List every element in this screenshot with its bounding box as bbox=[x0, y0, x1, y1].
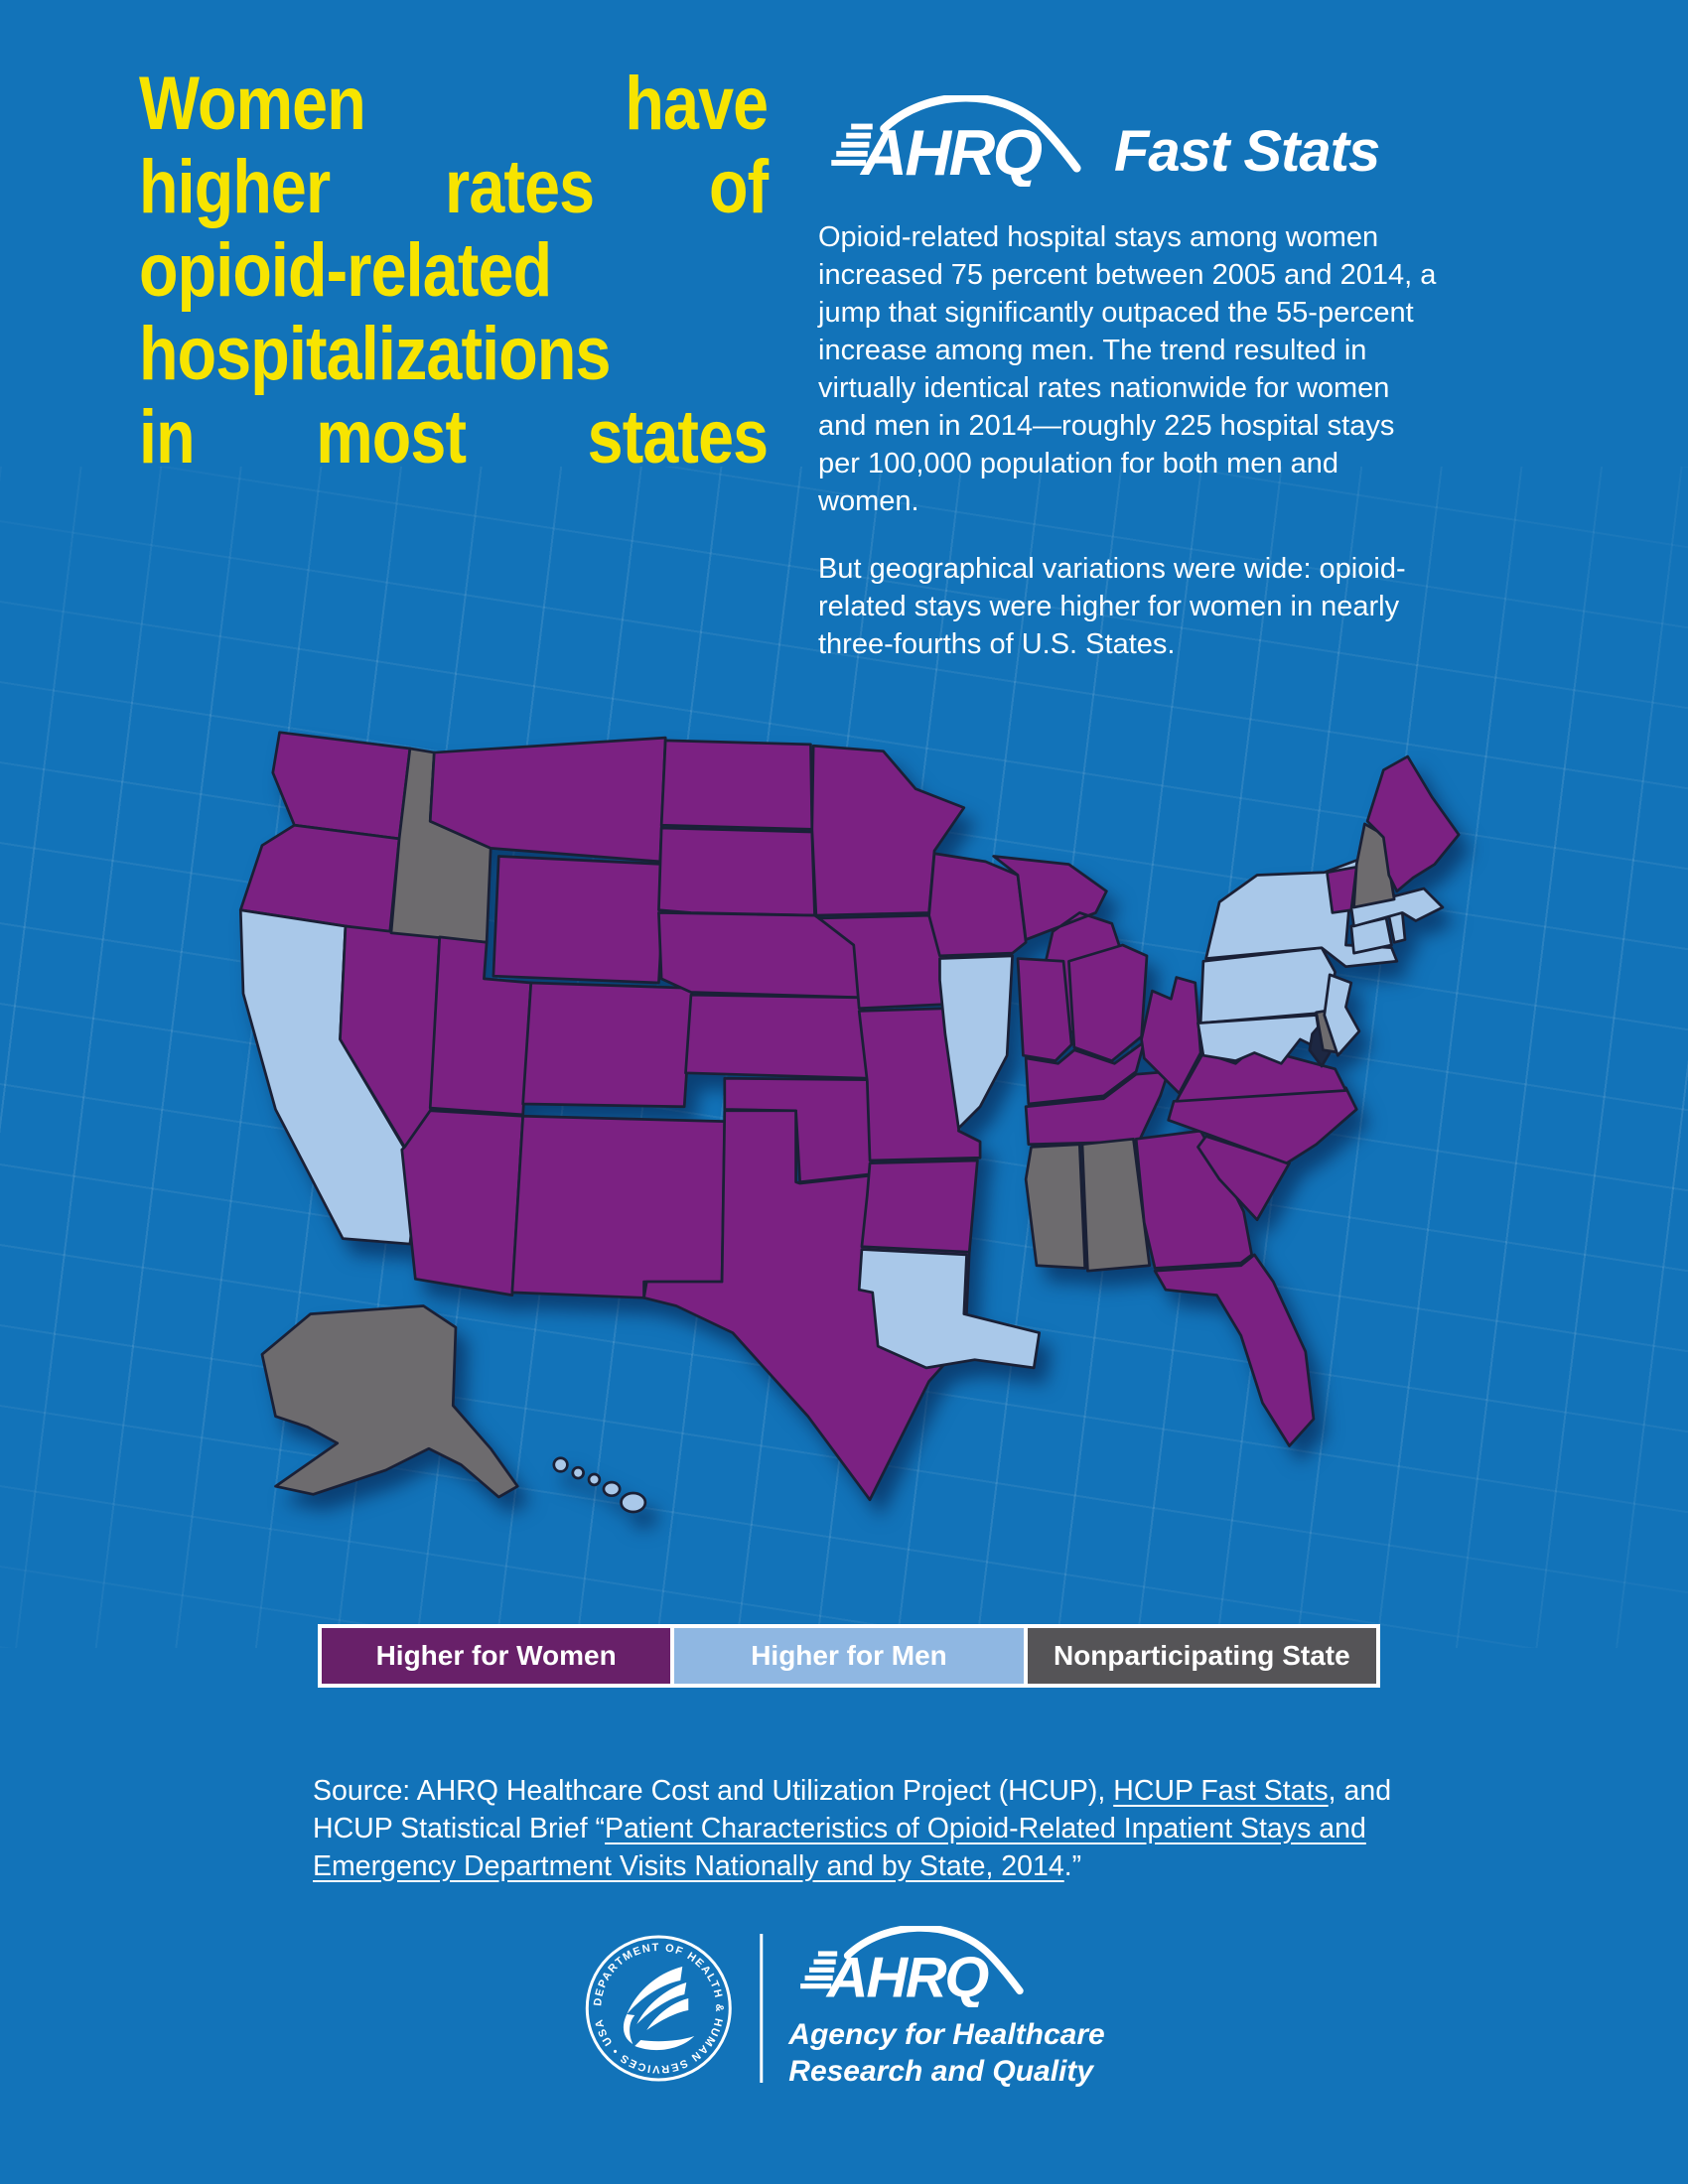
state-AZ bbox=[400, 1109, 525, 1297]
hhs-seal-text: DEPARTMENT OF HEALTH & HUMAN SERVICES • … bbox=[592, 1941, 724, 2074]
legend-label: Higher for Women bbox=[375, 1640, 617, 1671]
state-AL bbox=[1080, 1137, 1152, 1273]
source-segment: Source: AHRQ Healthcare Cost and Utiliza… bbox=[313, 1774, 1114, 1807]
footer-logo-arc bbox=[843, 1924, 1024, 1995]
state-NM bbox=[510, 1114, 727, 1299]
state-NJ bbox=[1323, 973, 1361, 1057]
headline-line: in most states bbox=[139, 394, 769, 479]
legend-item-nonparticipating: Nonparticipating State bbox=[1027, 1628, 1376, 1684]
hhs-seal-icon: DEPARTMENT OF HEALTH & HUMAN SERVICES • … bbox=[585, 1935, 732, 2081]
state-FL bbox=[1153, 1253, 1316, 1447]
source-segment: .” bbox=[1063, 1849, 1082, 1882]
us-choropleth-map bbox=[238, 731, 1461, 1514]
map-legend: Higher for Women Higher for Men Nonparti… bbox=[318, 1624, 1380, 1688]
state-HI bbox=[552, 1456, 647, 1514]
footer: DEPARTMENT OF HEALTH & HUMAN SERVICES • … bbox=[583, 1924, 1105, 2090]
source-link[interactable]: HCUP Fast Stats bbox=[1113, 1774, 1329, 1807]
state-IL bbox=[938, 954, 1014, 1130]
fast-stats-label: Fast Stats bbox=[1114, 119, 1380, 184]
svg-text:DEPARTMENT OF HEALTH & HUMAN S: DEPARTMENT OF HEALTH & HUMAN SERVICES • … bbox=[592, 1941, 725, 2074]
source-segment: , and HCUP Statistical Brief “ bbox=[313, 1774, 1392, 1844]
legend-item-higher-for-men: Higher for Men bbox=[674, 1628, 1024, 1684]
headline-line: Women have bbox=[139, 61, 769, 146]
ahrq-footer-logo-icon: AHRQ bbox=[800, 1924, 1024, 2009]
legend-label: Nonparticipating State bbox=[1053, 1640, 1350, 1671]
state-PA bbox=[1198, 946, 1336, 1025]
agency-name-line1: Agency for Healthcare bbox=[788, 2018, 1105, 2051]
headline-line: opioid-related bbox=[139, 227, 552, 313]
footer-brand-block: AHRQ Agency for Healthcare Research and … bbox=[788, 1924, 1105, 2090]
hhs-eagle-icon bbox=[623, 1966, 695, 2050]
source-text: Source: AHRQ Healthcare Cost and Utiliza… bbox=[313, 1772, 1400, 1885]
state-MN bbox=[810, 744, 966, 917]
legend-label: Higher for Men bbox=[751, 1640, 947, 1671]
intro-column: AHRQ Fast Stats Opioid-related hospital … bbox=[818, 83, 1444, 663]
state-WI bbox=[927, 852, 1028, 958]
state-OH bbox=[1067, 943, 1149, 1062]
state-NC bbox=[1167, 1086, 1358, 1165]
agency-name-line2: Research and Quality bbox=[788, 2055, 1094, 2088]
headline: Women have higher rates of opioid-related hosp… bbox=[139, 61, 774, 479]
state-WA bbox=[271, 731, 412, 841]
state-MT bbox=[428, 736, 667, 864]
intro-paragraph-2: But geographical variations were wide: o… bbox=[818, 553, 1406, 660]
state-IN bbox=[1016, 957, 1073, 1062]
state-TN bbox=[1024, 1070, 1171, 1147]
state-ME bbox=[1365, 754, 1461, 893]
ahrq-logo-icon: AHRQ bbox=[831, 95, 1081, 187]
brand-row: AHRQ Fast Stats bbox=[818, 83, 1444, 187]
state-MD bbox=[1196, 1014, 1324, 1065]
state-LA bbox=[857, 1248, 1042, 1370]
state-AK bbox=[260, 1304, 519, 1499]
state-WY bbox=[492, 855, 667, 985]
state-ND bbox=[659, 739, 814, 831]
footer-divider bbox=[760, 1933, 764, 2083]
headline-line: hospitalizations bbox=[139, 311, 611, 396]
ahrq-footer-wordmark: AHRQ bbox=[825, 1946, 989, 2007]
state-AR bbox=[860, 1159, 979, 1254]
source-link[interactable]: Patient Characteristics of Opioid-Relate… bbox=[313, 1812, 1366, 1882]
headline-line: higher rates of bbox=[139, 144, 769, 229]
intro-paragraph-1: Opioid-related hospital stays among wome… bbox=[818, 221, 1437, 517]
state-MS bbox=[1024, 1143, 1087, 1270]
legend-item-higher-for-women: Higher for Women bbox=[322, 1628, 671, 1684]
state-KS bbox=[684, 993, 871, 1080]
state-WV bbox=[1140, 976, 1202, 1095]
logo-arc bbox=[880, 95, 1081, 173]
state-VT bbox=[1326, 865, 1358, 914]
state-MA bbox=[1349, 887, 1445, 928]
state-SD bbox=[657, 826, 816, 917]
state-CO bbox=[521, 981, 694, 1109]
